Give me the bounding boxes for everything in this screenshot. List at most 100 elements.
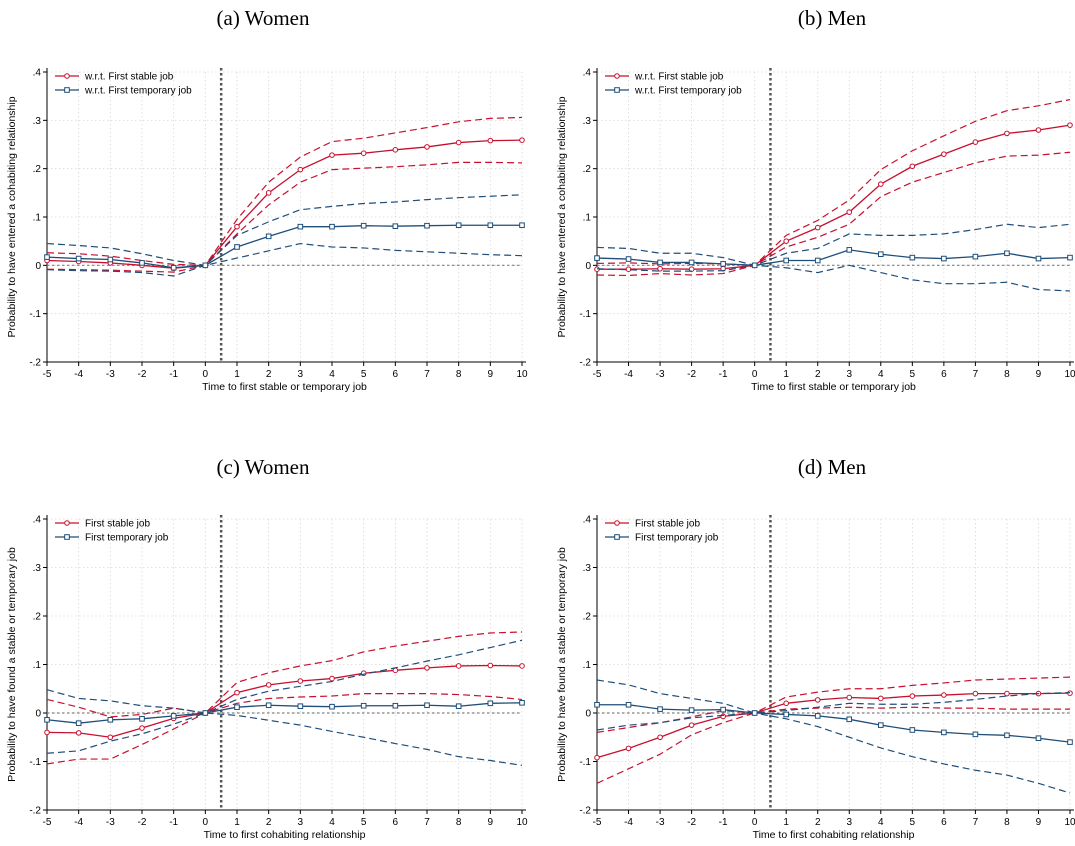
series-stable-point bbox=[1035, 127, 1042, 133]
legend-marker-temporary bbox=[614, 87, 620, 93]
series-temporary-point bbox=[455, 703, 462, 710]
series-stable-point bbox=[297, 678, 304, 684]
x-axis-label: Time to first stable or temporary job bbox=[202, 381, 367, 393]
x-tick-label: 9 bbox=[488, 369, 494, 380]
legend-label-temporary: First temporary job bbox=[85, 533, 169, 544]
x-tick-label: 3 bbox=[846, 817, 852, 828]
x-tick-label: -3 bbox=[106, 369, 115, 380]
series-temporary-point bbox=[625, 701, 632, 708]
series-stable-point bbox=[424, 665, 430, 671]
series-temporary-point bbox=[1004, 250, 1010, 257]
x-tick-label: -5 bbox=[593, 817, 602, 828]
x-tick-label: 0 bbox=[203, 817, 209, 828]
series-temporary-point bbox=[1035, 735, 1042, 742]
series-temporary-point bbox=[107, 256, 114, 263]
series-temporary-point bbox=[75, 255, 82, 262]
series-temporary-point bbox=[846, 247, 853, 253]
series-stable-point bbox=[360, 150, 367, 156]
series-temporary-point bbox=[139, 260, 145, 266]
series-temporary-point bbox=[783, 257, 790, 264]
series-temporary-point bbox=[455, 222, 462, 229]
panel-title-c: (c) Women bbox=[216, 455, 310, 479]
legend-label-stable: w.r.t. First stable job bbox=[84, 72, 174, 83]
panel-title-a: (a) Women bbox=[216, 6, 310, 30]
series-temporary-point bbox=[625, 256, 632, 262]
x-tick-label: 1 bbox=[783, 369, 789, 380]
series-stable-ci-lower bbox=[596, 706, 1070, 784]
series-temporary-point bbox=[487, 222, 494, 229]
series-temporary-point bbox=[1035, 255, 1042, 262]
series-temporary-point bbox=[1067, 254, 1073, 261]
x-tick-label: 5 bbox=[910, 817, 916, 828]
y-tick-label: .3 bbox=[33, 563, 42, 574]
legend-label-temporary: First temporary job bbox=[635, 533, 719, 544]
series-temporary-point bbox=[846, 716, 853, 723]
x-tick-label: -4 bbox=[624, 369, 633, 380]
series-temporary-ci-lower bbox=[46, 712, 523, 766]
series-stable-line bbox=[597, 124, 1071, 270]
series-temporary-point bbox=[657, 706, 663, 712]
series-temporary-point bbox=[878, 722, 884, 728]
series-stable-point bbox=[234, 689, 240, 696]
x-tick-label: 9 bbox=[1036, 817, 1042, 828]
series-temporary-point bbox=[972, 253, 979, 260]
series-stable-point bbox=[424, 144, 430, 150]
series-stable-point bbox=[1067, 122, 1073, 128]
y-tick-label: .1 bbox=[583, 660, 592, 671]
series-temporary-ci-upper bbox=[46, 639, 523, 714]
x-tick-label: -3 bbox=[656, 369, 665, 380]
y-tick-label: .2 bbox=[583, 164, 592, 175]
series-temporary-ci-upper bbox=[596, 679, 1071, 714]
series-temporary-point bbox=[751, 262, 758, 269]
series-stable-point bbox=[297, 166, 304, 173]
series-temporary-point bbox=[720, 261, 726, 267]
x-tick-label: 10 bbox=[1064, 817, 1075, 828]
series-stable-point bbox=[44, 729, 50, 736]
x-tick-label: 3 bbox=[846, 369, 852, 380]
series-temporary-point bbox=[170, 264, 177, 271]
series-temporary-point bbox=[44, 716, 50, 723]
series-stable-point bbox=[878, 181, 884, 187]
x-tick-label: 2 bbox=[266, 817, 272, 828]
series-stable-point bbox=[688, 722, 695, 728]
series-stable-ci-lower bbox=[596, 151, 1071, 277]
y-tick-label: .2 bbox=[33, 612, 42, 623]
chart-panel-c: -.2 -.1 0 .1 .2 .3 .4 -5 -4 -3 -2 -1 0 1 2 3 4 5 6 7 8 9 10 Tim… bbox=[6, 515, 528, 842]
y-tick-label: 0 bbox=[585, 261, 591, 272]
y-tick-label: .1 bbox=[33, 213, 42, 224]
y-tick-label: .1 bbox=[33, 660, 42, 671]
x-tick-label: 4 bbox=[329, 817, 335, 828]
series-stable-point bbox=[657, 265, 663, 272]
y-tick-label: .4 bbox=[583, 515, 592, 526]
x-tick-label: 7 bbox=[973, 369, 979, 380]
x-tick-label: 10 bbox=[516, 817, 528, 828]
series-stable-point bbox=[139, 725, 145, 731]
series-temporary-point bbox=[44, 254, 50, 260]
panel-title-b: (b) Men bbox=[797, 6, 867, 30]
x-axis-label: Time to first cohabiting relationship bbox=[753, 829, 915, 841]
x-tick-label: -1 bbox=[719, 369, 728, 380]
series-temporary-point bbox=[594, 701, 600, 708]
x-tick-label: -2 bbox=[687, 369, 696, 380]
series-stable-line bbox=[46, 664, 523, 738]
series-stable-ci-upper bbox=[46, 631, 523, 718]
series-temporary-ci-lower bbox=[596, 712, 1071, 794]
series-temporary-point bbox=[392, 702, 399, 709]
series-temporary-point bbox=[424, 222, 430, 229]
series-stable-point bbox=[392, 147, 399, 153]
series-temporary-point bbox=[657, 259, 663, 266]
series-stable-point bbox=[1004, 690, 1010, 697]
series-stable-ci-upper bbox=[596, 98, 1071, 266]
x-tick-label: -4 bbox=[74, 369, 83, 380]
y-axis-label: Probability to have found a stable or te… bbox=[6, 547, 18, 782]
x-tick-label: 0 bbox=[752, 817, 758, 828]
x-tick-label: 3 bbox=[298, 817, 304, 828]
series-stable-point bbox=[107, 734, 114, 741]
x-tick-label: 2 bbox=[815, 369, 821, 380]
series-temporary-point bbox=[688, 259, 695, 266]
chart-panel-a: -.2 -.1 0 .1 .2 .3 .4 -5 -4 -3 -2 -1 0 1 2 3 4 5 6 7 8 9 10 Tim… bbox=[6, 68, 528, 394]
x-tick-label: -3 bbox=[106, 817, 115, 828]
series-stable-point bbox=[455, 663, 462, 669]
series-temporary-point bbox=[783, 711, 790, 718]
series-temporary-point bbox=[519, 700, 525, 706]
